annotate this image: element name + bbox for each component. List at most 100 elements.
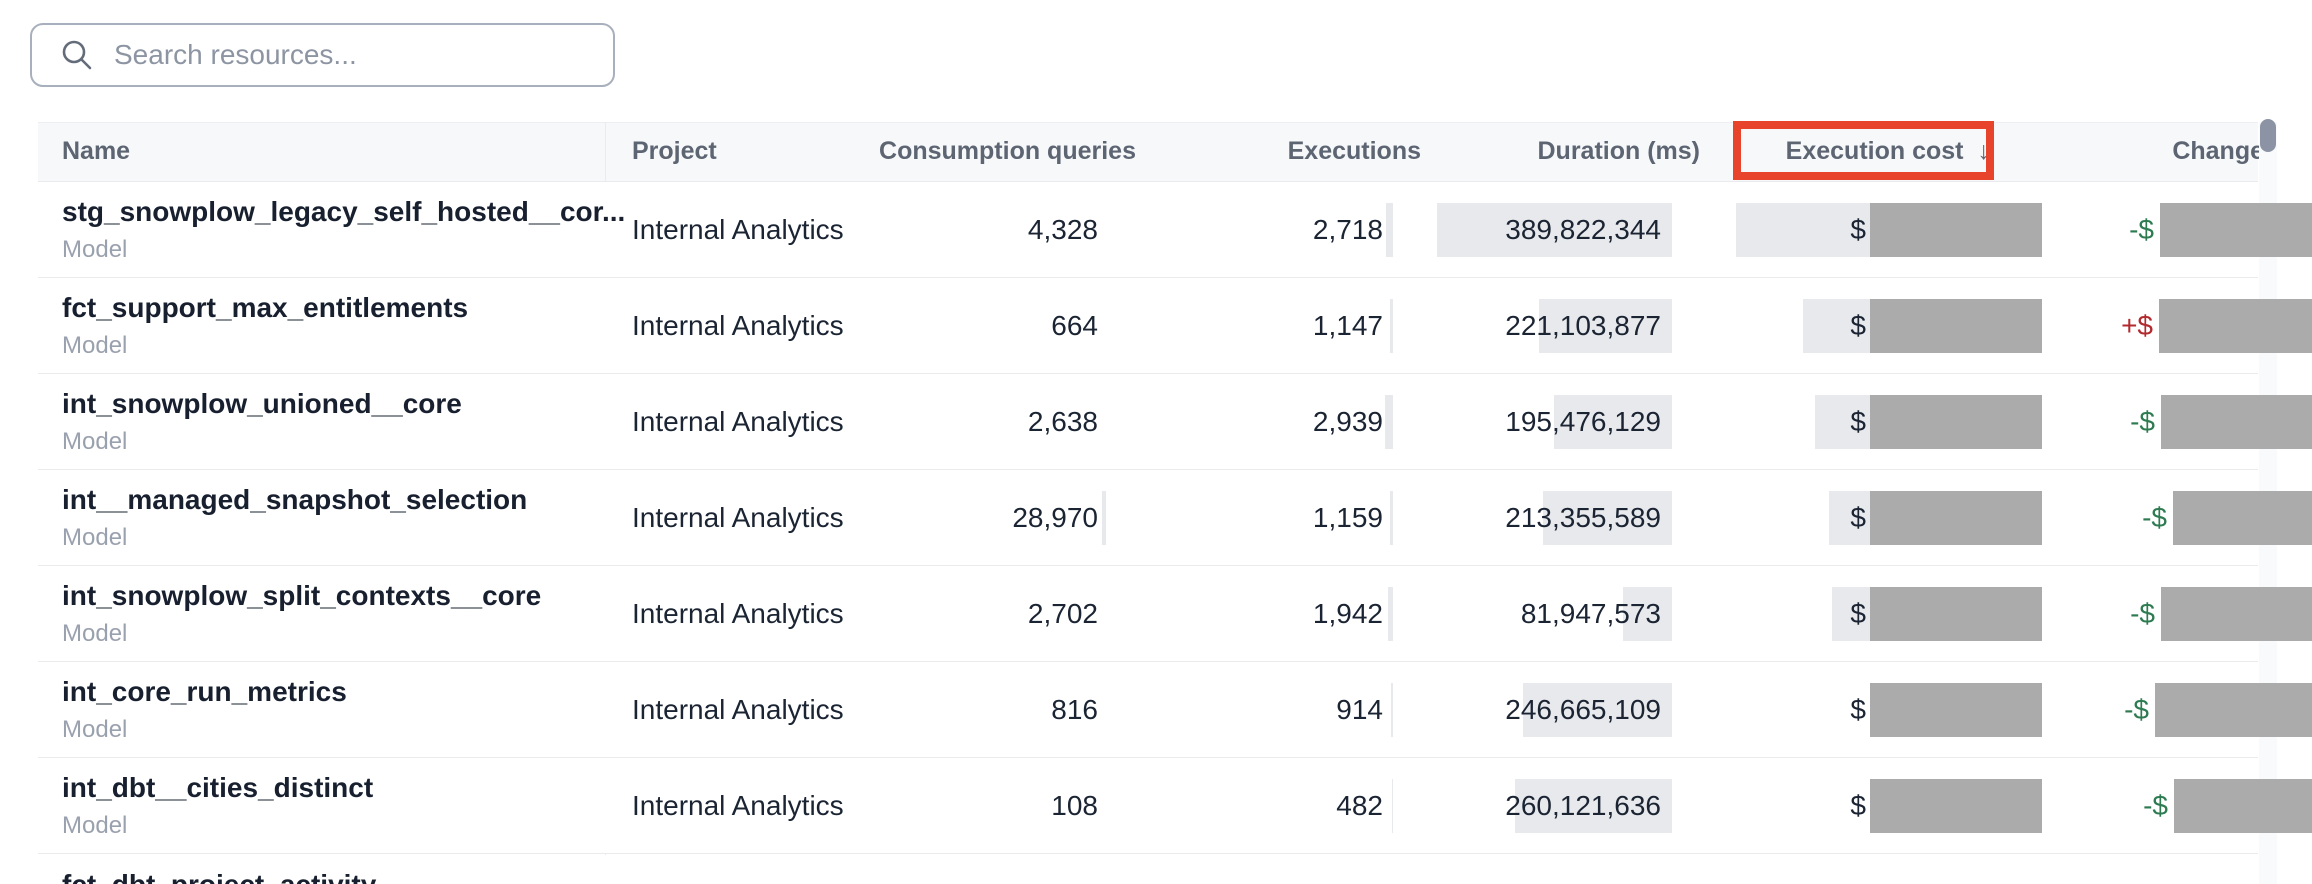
- table-row[interactable]: int_dbt__cities_distinct Model Internal …: [0, 758, 2312, 854]
- executions-value-bar: [1392, 779, 1393, 833]
- project-cell: Internal Analytics: [632, 598, 844, 629]
- execution-cost-redaction-box: [1870, 683, 2042, 737]
- execution-cost-currency-prefix: $: [1850, 502, 1866, 533]
- table-row[interactable]: stg_snowplow_legacy_self_hosted__cor... …: [0, 182, 2312, 278]
- change-redaction-box: [2161, 587, 2312, 641]
- duration-value-bar: [1523, 683, 1672, 737]
- resource-name: stg_snowplow_legacy_self_hosted__cor...: [62, 196, 626, 227]
- resource-type-label: Model: [62, 236, 128, 263]
- execution-cost-value-bar: [1829, 491, 1870, 545]
- execution-cost-currency-prefix: $: [1850, 406, 1866, 437]
- change-sign: +$: [2121, 310, 2153, 341]
- duration-value-bar: [1543, 491, 1672, 545]
- change-sign: -$: [2130, 406, 2155, 437]
- duration-ms-cell: 260,121,636: [1505, 790, 1661, 821]
- column-header-execution-cost-label: Execution cost: [1785, 137, 1964, 165]
- consumption-value-bar: [1102, 491, 1106, 545]
- duration-ms-cell: 81,947,573: [1520, 598, 1661, 629]
- column-header-consumption-queries[interactable]: Consumption queries: [879, 137, 1136, 165]
- row-divider: [38, 565, 2258, 566]
- resource-name: int_snowplow_unioned__core: [62, 388, 462, 419]
- execution-cost-currency-prefix: $: [1850, 310, 1866, 341]
- executions-cell: 1,147: [1312, 310, 1383, 341]
- duration-value-bar: [1623, 587, 1672, 641]
- change-sign: -$: [2129, 214, 2154, 245]
- duration-ms-cell: 195,476,129: [1505, 406, 1661, 437]
- execution-cost-value-bar: [1832, 587, 1870, 641]
- consumption-queries-cell: 816: [1051, 694, 1098, 725]
- project-cell: Internal Analytics: [632, 214, 844, 245]
- duration-ms-cell: 389,822,344: [1505, 214, 1661, 245]
- search-box[interactable]: [30, 23, 615, 87]
- column-header-duration-ms[interactable]: Duration (ms): [1537, 137, 1701, 165]
- project-cell: Internal Analytics: [632, 406, 844, 437]
- project-cell: Internal Analytics: [632, 310, 844, 341]
- search-input[interactable]: [112, 38, 601, 72]
- change-redaction-box: [2160, 203, 2312, 257]
- execution-cost-value-bar: [1815, 395, 1870, 449]
- resource-name: int__managed_snapshot_selection: [62, 484, 528, 515]
- resource-name: int_core_run_metrics: [62, 676, 347, 707]
- resource-name: int_snowplow_split_contexts__core: [62, 580, 542, 611]
- row-divider: [38, 757, 2258, 758]
- change-redaction-box: [2161, 395, 2312, 449]
- column-header-execution-cost[interactable]: Execution cost ↓: [1786, 122, 1990, 180]
- executions-cell: 1,159: [1312, 502, 1383, 533]
- table-row[interactable]: int_snowplow_unioned__core Model Interna…: [0, 374, 2312, 470]
- consumption-queries-cell: 2,702: [1027, 598, 1098, 629]
- table-row-partial[interactable]: fct_dbt_project_activity: [0, 855, 2312, 884]
- execution-cost-redaction-box: [1870, 491, 2042, 545]
- change-sign: -$: [2143, 790, 2168, 821]
- execution-cost-currency-prefix: $: [1850, 598, 1866, 629]
- project-cell: Internal Analytics: [632, 790, 844, 821]
- executions-value-bar: [1391, 683, 1393, 737]
- execution-cost-currency-prefix: $: [1850, 694, 1866, 725]
- resource-type-label: Model: [62, 524, 128, 551]
- executions-cell: 482: [1336, 790, 1383, 821]
- executions-value-bar: [1390, 299, 1393, 353]
- change-redaction-box: [2155, 683, 2312, 737]
- column-header-project[interactable]: Project: [632, 137, 717, 165]
- duration-ms-cell: 221,103,877: [1505, 310, 1661, 341]
- consumption-queries-cell: 4,328: [1027, 214, 1098, 245]
- row-divider: [38, 853, 2258, 854]
- row-divider: [38, 661, 2258, 662]
- execution-cost-value-bar: [1736, 203, 1870, 257]
- execution-cost-redaction-box: [1870, 395, 2042, 449]
- change-redaction-box: [2174, 779, 2312, 833]
- column-header-name[interactable]: Name: [62, 137, 131, 165]
- resource-type-label: Model: [62, 812, 128, 839]
- consumption-queries-cell: 664: [1051, 310, 1098, 341]
- executions-value-bar: [1390, 491, 1393, 545]
- duration-value-bar: [1437, 203, 1672, 257]
- change-redaction-box: [2159, 299, 2312, 353]
- resource-type-label: Model: [62, 332, 128, 359]
- row-divider: [38, 373, 2258, 374]
- execution-cost-redaction-box: [1870, 203, 2042, 257]
- table-row[interactable]: int_snowplow_split_contexts__core Model …: [0, 566, 2312, 662]
- duration-value-bar: [1554, 395, 1672, 449]
- table-row[interactable]: fct_support_max_entitlements Model Inter…: [0, 278, 2312, 374]
- change-redaction-box: [2173, 491, 2312, 545]
- executions-value-bar: [1385, 395, 1393, 449]
- execution-cost-value-bar: [1803, 299, 1870, 353]
- resource-name: fct_support_max_entitlements: [62, 292, 469, 323]
- scrollbar-thumb[interactable]: [2260, 119, 2276, 152]
- duration-ms-cell: 246,665,109: [1505, 694, 1661, 725]
- search-icon: [60, 38, 94, 72]
- duration-ms-cell: 213,355,589: [1505, 502, 1661, 533]
- change-sign: -$: [2142, 502, 2167, 533]
- duration-value-bar: [1539, 299, 1672, 353]
- column-header-executions[interactable]: Executions: [1287, 137, 1421, 165]
- table-row[interactable]: int_core_run_metrics Model Internal Anal…: [0, 662, 2312, 758]
- resource-type-label: Model: [62, 428, 128, 455]
- column-header-change[interactable]: Change: [2172, 137, 2264, 165]
- resource-type-label: Model: [62, 716, 128, 743]
- row-divider: [38, 277, 2258, 278]
- executions-cell: 914: [1336, 694, 1383, 725]
- table-row[interactable]: int__managed_snapshot_selection Model In…: [0, 470, 2312, 566]
- row-divider: [38, 469, 2258, 470]
- consumption-queries-cell: 28,970: [1012, 502, 1098, 533]
- executions-cell: 2,939: [1312, 406, 1383, 437]
